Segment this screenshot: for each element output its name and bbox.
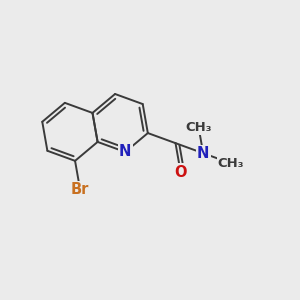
Text: N: N: [197, 146, 209, 161]
Text: CH₃: CH₃: [185, 121, 212, 134]
Text: Br: Br: [71, 182, 89, 197]
Text: N: N: [119, 145, 131, 160]
Text: CH₃: CH₃: [218, 157, 244, 170]
Text: O: O: [174, 165, 187, 180]
